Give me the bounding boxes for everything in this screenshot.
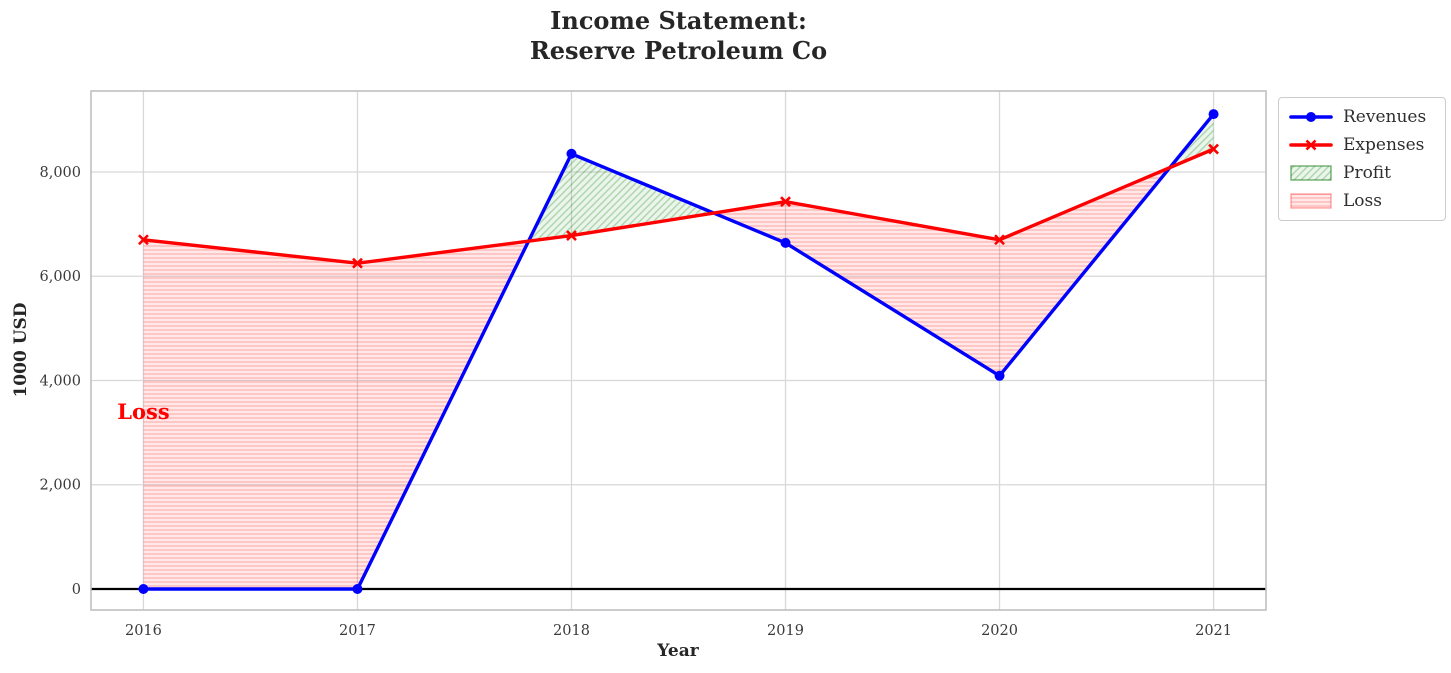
y-axis-label: 1000 USD — [11, 302, 31, 398]
revenues-point-marker — [1208, 109, 1219, 120]
profit-patch-swatch — [1289, 164, 1333, 182]
y-tick-label: 8,000 — [39, 165, 81, 181]
x-tick-label: 2017 — [339, 623, 376, 639]
loss-annotation: Loss — [117, 399, 169, 424]
legend-item-expenses: Expenses — [1289, 133, 1435, 157]
revenues-point-marker — [138, 583, 149, 594]
legend-item-loss: Loss — [1289, 189, 1435, 213]
expenses-point-marker — [780, 196, 791, 208]
revenues-point-marker — [994, 370, 1005, 381]
y-tick-label: 4,000 — [39, 373, 81, 389]
x-axis-label: Year — [657, 641, 699, 661]
expenses-point-marker — [994, 234, 1005, 246]
expenses-point-marker — [566, 230, 577, 242]
legend-label-loss: Loss — [1343, 191, 1382, 211]
revenues-point-marker — [352, 583, 363, 594]
x-tick-label: 2016 — [125, 623, 162, 639]
y-tick-label: 2,000 — [39, 478, 81, 494]
legend-label-profit: Profit — [1343, 163, 1391, 183]
expenses-point-marker — [352, 257, 363, 269]
expenses-line — [141, 147, 1216, 265]
loss-fill-area — [713, 167, 1170, 376]
x-tick-label: 2018 — [553, 623, 590, 639]
legend-label-expenses: Expenses — [1343, 135, 1425, 155]
revenues-line-swatch — [1289, 108, 1333, 126]
expenses-point-marker — [1208, 143, 1219, 155]
chart-title: Income Statement: Reserve Petroleum Co — [529, 6, 828, 65]
legend-item-revenues: Revenues — [1289, 105, 1435, 129]
expenses-line-swatch — [1289, 136, 1333, 154]
expenses-point-marker — [138, 234, 149, 246]
legend: Revenues Expenses Profit Loss — [1278, 97, 1446, 221]
legend-label-revenues: Revenues — [1343, 107, 1427, 127]
loss-fill-area — [143, 239, 529, 590]
x-tick-label: 2019 — [767, 623, 804, 639]
y-tick-label: 6,000 — [39, 269, 81, 285]
x-tick-label: 2020 — [981, 623, 1018, 639]
revenues-point-marker — [780, 237, 791, 248]
revenues-point-marker — [566, 148, 577, 159]
loss-patch-swatch — [1289, 192, 1333, 210]
legend-item-profit: Profit — [1289, 161, 1435, 185]
x-tick-label: 2021 — [1195, 623, 1232, 639]
y-tick-label: 0 — [72, 582, 81, 598]
revenues-line — [141, 112, 1216, 591]
plot-border — [90, 90, 1267, 611]
